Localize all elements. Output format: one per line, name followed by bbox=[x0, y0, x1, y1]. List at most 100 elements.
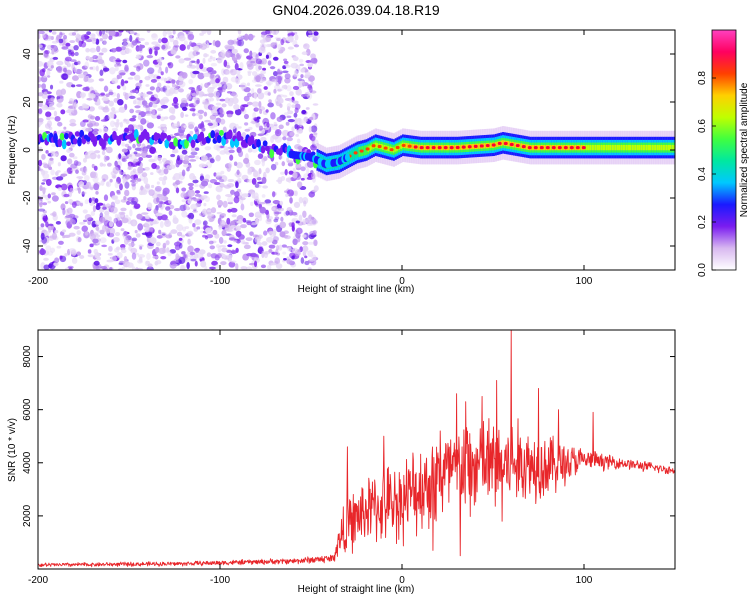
heatmap-cell bbox=[57, 121, 63, 127]
heatmap-cell bbox=[259, 108, 263, 115]
heatmap-cell bbox=[227, 178, 235, 183]
heatmap-cell bbox=[286, 137, 293, 142]
heatmap-cell bbox=[176, 154, 180, 161]
heatmap-cell bbox=[258, 168, 262, 175]
snr-y-tick-label: 6000 bbox=[22, 398, 33, 421]
heatmap-cell bbox=[258, 245, 264, 253]
heatmap-cell bbox=[64, 215, 73, 219]
heatmap-cell bbox=[215, 78, 220, 84]
heatmap-cell bbox=[209, 179, 218, 184]
heatmap-cell bbox=[129, 108, 135, 114]
heatmap-cell bbox=[83, 175, 90, 181]
heatmap-cell bbox=[185, 102, 189, 107]
heatmap-cell bbox=[209, 266, 217, 270]
heatmap-cell bbox=[176, 231, 183, 237]
heatmap-cell bbox=[61, 73, 69, 80]
heatmap-cell bbox=[308, 126, 312, 133]
heatmap-cell bbox=[589, 144, 592, 151]
heatmap-cell bbox=[575, 146, 580, 150]
heatmap-cell bbox=[132, 220, 136, 227]
heatmap-cell bbox=[520, 143, 523, 149]
heatmap-cell bbox=[106, 181, 110, 187]
heatmap-cell bbox=[371, 144, 374, 150]
heatmap-cell bbox=[216, 194, 221, 201]
heatmap-cell bbox=[181, 265, 186, 270]
heatmap-cell bbox=[300, 257, 305, 264]
heatmap-cell bbox=[79, 221, 86, 225]
heatmap-cell bbox=[168, 35, 174, 39]
heatmap-cell bbox=[146, 252, 151, 261]
heatmap-cell bbox=[41, 34, 46, 39]
heatmap-cell bbox=[221, 247, 228, 253]
heatmap-cell bbox=[307, 267, 312, 270]
heatmap-cell bbox=[234, 108, 242, 116]
spectrogram-y-tick-label: 0 bbox=[22, 147, 33, 153]
heatmap-cell bbox=[145, 110, 153, 115]
heatmap-cell bbox=[91, 197, 96, 201]
heatmap-cell bbox=[100, 179, 105, 186]
heatmap-cell bbox=[133, 203, 141, 209]
heatmap-cell bbox=[156, 58, 161, 63]
heatmap-cell bbox=[38, 146, 43, 150]
heatmap-cell bbox=[50, 97, 55, 102]
heatmap-cell bbox=[222, 253, 226, 260]
heatmap-cell bbox=[38, 76, 42, 83]
heatmap-cell bbox=[188, 78, 194, 85]
heatmap-cell bbox=[649, 144, 652, 151]
heatmap-cell bbox=[298, 58, 304, 63]
heatmap-cell bbox=[44, 105, 48, 108]
heatmap-cell bbox=[255, 58, 263, 65]
heatmap-cell bbox=[148, 227, 154, 233]
heatmap-cell bbox=[286, 115, 292, 118]
heatmap-cell bbox=[229, 122, 237, 130]
heatmap-cell bbox=[483, 143, 487, 149]
heatmap-cell bbox=[63, 67, 67, 73]
heatmap-cell bbox=[75, 84, 83, 87]
heatmap-cell bbox=[86, 31, 92, 36]
heatmap-cell bbox=[377, 144, 382, 149]
heatmap-cell bbox=[219, 183, 225, 188]
heatmap-cell bbox=[178, 237, 183, 241]
heatmap-cell bbox=[299, 63, 304, 67]
heatmap-cell bbox=[115, 246, 120, 251]
heatmap-cell bbox=[311, 172, 316, 180]
heatmap-cell bbox=[202, 195, 208, 199]
heatmap-cell bbox=[161, 233, 166, 236]
heatmap-cell bbox=[89, 33, 96, 38]
heatmap-cell bbox=[223, 59, 228, 68]
heatmap-cell bbox=[199, 131, 205, 141]
heatmap-cell bbox=[284, 97, 292, 101]
heatmap-cell bbox=[85, 181, 92, 189]
heatmap-cell bbox=[160, 214, 168, 221]
heatmap-cell bbox=[114, 66, 119, 72]
heatmap-cell bbox=[274, 211, 282, 215]
heatmap-cell bbox=[210, 207, 217, 214]
heatmap-cell bbox=[168, 199, 172, 204]
heatmap-cell bbox=[297, 78, 303, 82]
heatmap-cell bbox=[283, 230, 289, 235]
heatmap-cell bbox=[74, 51, 79, 57]
heatmap-cell bbox=[99, 30, 103, 36]
heatmap-cell bbox=[158, 247, 166, 255]
heatmap-cell bbox=[199, 32, 204, 36]
heatmap-cell bbox=[251, 101, 260, 107]
heatmap-cell bbox=[302, 234, 307, 238]
heatmap-cell bbox=[636, 144, 639, 151]
heatmap-cell bbox=[186, 93, 192, 100]
heatmap-cell bbox=[172, 39, 179, 47]
heatmap-cell bbox=[667, 144, 670, 151]
heatmap-cell bbox=[246, 82, 251, 87]
heatmap-cell bbox=[640, 144, 643, 151]
heatmap-cell bbox=[215, 102, 222, 106]
heatmap-cell bbox=[119, 72, 126, 76]
heatmap-cell bbox=[244, 122, 249, 126]
heatmap-cell bbox=[48, 106, 56, 111]
heatmap-cell bbox=[69, 187, 74, 194]
heatmap-cell bbox=[150, 79, 157, 83]
heatmap-cell bbox=[275, 263, 283, 269]
heatmap-cell bbox=[585, 144, 589, 151]
heatmap-cell bbox=[431, 146, 436, 150]
heatmap-cell bbox=[494, 142, 498, 148]
heatmap-cell bbox=[160, 71, 164, 76]
heatmap-cell bbox=[190, 203, 198, 210]
